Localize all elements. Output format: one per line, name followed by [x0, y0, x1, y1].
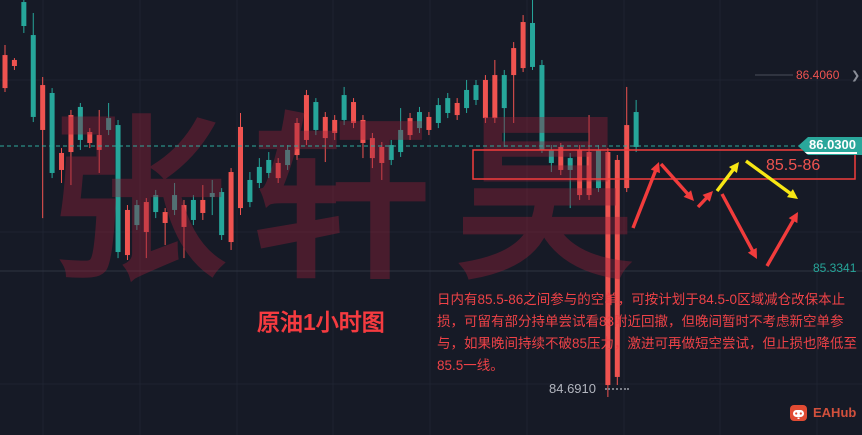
- commentary-line: 日内有85.5-86之间参与的空单，可按计划于84.5-0区域减仓改保本止: [437, 292, 846, 307]
- commentary-line: 85.5一线。: [437, 358, 504, 373]
- mid-low-price-label: 85.3341: [813, 261, 857, 275]
- resistance-zone-label: 85.5-86: [766, 157, 821, 174]
- low-price-label: 84.6910: [549, 381, 596, 396]
- high-price-label: 86.4060: [796, 68, 840, 82]
- chevron-right-icon[interactable]: ❯: [851, 70, 861, 82]
- brand-name: EAHub: [813, 405, 857, 420]
- low-price-dotted-line: [605, 388, 629, 390]
- eahub-logo-icon: [790, 405, 807, 421]
- commentary-line: 与，如果晚间持续不破85压力，激进可再做短空尝试，但止损也降低至: [437, 336, 858, 351]
- chart-title: 原油1小时图: [257, 309, 385, 335]
- current-price-value: 86.0300: [803, 138, 857, 154]
- current-price-tag: 86.0300: [798, 137, 862, 155]
- commentary-line: 损，可留有部分持单尝试看83附近回撤，但晚间暂时不考虑新空单参: [437, 314, 844, 329]
- analyst-commentary: 日内有85.5-86之间参与的空单，可按计划于84.5-0区域减仓改保本止 损，…: [437, 289, 857, 377]
- brand-badge: EAHub: [790, 404, 856, 421]
